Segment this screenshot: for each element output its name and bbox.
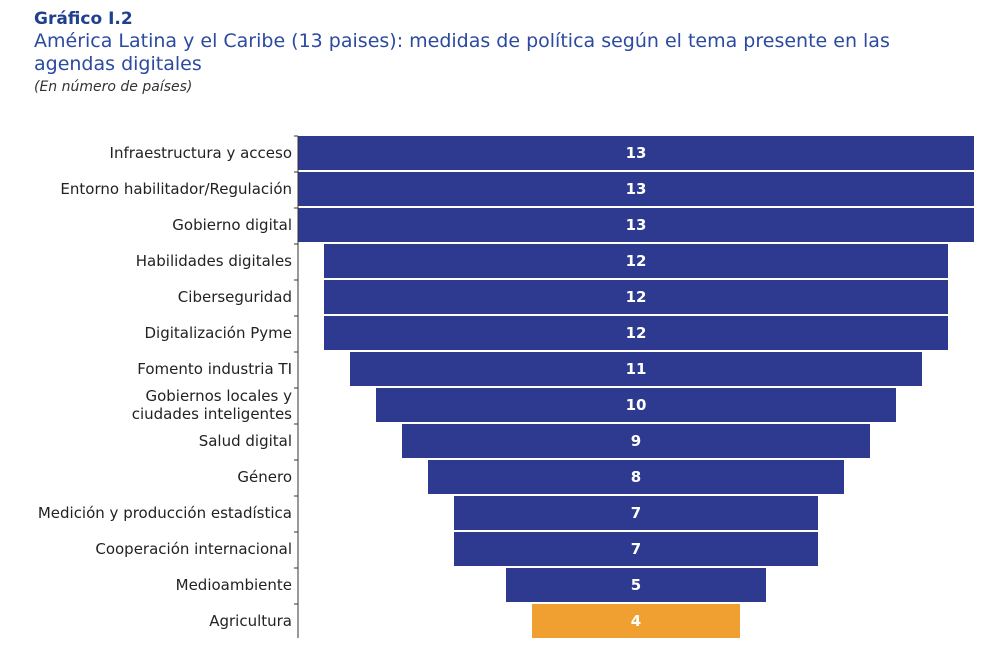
value-label: 7 xyxy=(631,504,641,522)
bar-genero xyxy=(428,460,844,494)
bars-group: 13 13 13 12 12 12 11 10 9 8 7 7 5 4 xyxy=(298,136,974,638)
value-label: 9 xyxy=(631,432,641,450)
bar-medicion-y-produccion-estadistica xyxy=(454,496,818,530)
bar-salud-digital xyxy=(402,424,870,458)
value-label: 11 xyxy=(626,360,647,378)
value-label: 12 xyxy=(626,288,647,306)
category-label: Agricultura xyxy=(209,612,292,630)
category-labels-group: Infraestructura y acceso Entorno habilita… xyxy=(38,144,292,630)
bar-entorno-habilitador-regulacion xyxy=(298,172,974,206)
bar-agricultura xyxy=(532,604,740,638)
value-label: 5 xyxy=(631,576,641,594)
bar-fomento-industria-ti xyxy=(350,352,922,386)
category-label: Digitalización Pyme xyxy=(144,324,292,342)
bar-cooperacion-internacional xyxy=(454,532,818,566)
chart-subtitle: (En número de países) xyxy=(34,79,193,95)
bar-digitalizacion-pyme xyxy=(324,316,948,350)
category-label: Gobiernos locales y ciudades inteligentes xyxy=(132,387,292,423)
category-label: Infraestructura y acceso xyxy=(110,144,292,162)
value-label: 13 xyxy=(626,144,647,162)
bar-ciberseguridad xyxy=(324,280,948,314)
value-label: 13 xyxy=(626,180,647,198)
bar-gobiernos-locales-y-ciudades-inteligentes xyxy=(376,388,896,422)
chart-header: Gráfico I.2 América Latina y el Caribe (… xyxy=(34,8,974,97)
axis-ticks-group xyxy=(294,135,298,605)
category-label: Fomento industria TI xyxy=(137,360,292,378)
value-label: 8 xyxy=(631,468,641,486)
bar-medioambiente xyxy=(506,568,766,602)
bar-gobierno-digital xyxy=(298,208,974,242)
value-label: 12 xyxy=(626,252,647,270)
chart-title: América Latina y el Caribe (13 paises): … xyxy=(34,30,890,75)
value-label: 10 xyxy=(626,396,647,414)
category-label: Medición y producción estadística xyxy=(38,504,292,522)
bar-habilidades-digitales xyxy=(324,244,948,278)
value-label: 4 xyxy=(631,612,641,630)
category-label: Cooperación internacional xyxy=(95,540,292,558)
category-label: Gobierno digital xyxy=(172,216,292,234)
bar-infraestructura-y-acceso xyxy=(298,136,974,170)
category-label: Medioambiente xyxy=(176,576,292,594)
value-label: 7 xyxy=(631,540,641,558)
category-label: Género xyxy=(237,468,292,486)
value-label: 12 xyxy=(626,324,647,342)
category-label: Salud digital xyxy=(199,432,292,450)
chart-number: Gráfico I.2 xyxy=(34,9,133,29)
category-label: Habilidades digitales xyxy=(136,252,292,270)
category-label: Entorno habilitador/Regulación xyxy=(60,180,292,198)
category-label: Ciberseguridad xyxy=(178,288,292,306)
value-label: 13 xyxy=(626,216,647,234)
